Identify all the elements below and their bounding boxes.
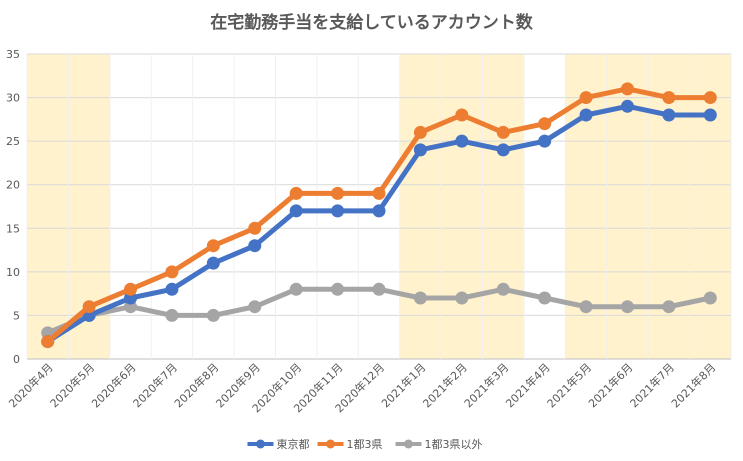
highlight-band-1 [399, 54, 524, 359]
y-tick-label: 5 [13, 309, 20, 322]
data-point [331, 204, 345, 218]
data-point [372, 204, 386, 218]
series-1 [41, 82, 717, 349]
data-point [579, 108, 593, 122]
data-point [662, 300, 676, 314]
data-point [538, 117, 552, 131]
legend-item-2: 1都3県以外 [395, 438, 483, 451]
data-point [165, 308, 179, 322]
data-point [538, 291, 552, 305]
data-point [662, 91, 676, 105]
y-tick-label: 15 [6, 222, 20, 235]
data-point [662, 108, 676, 122]
data-point [703, 291, 717, 305]
data-point [289, 204, 303, 218]
y-tick-label: 25 [6, 135, 20, 148]
chart-title: 在宅勤務手当を支給しているアカウント数 [210, 13, 533, 33]
legend-marker [404, 439, 413, 449]
data-point [372, 282, 386, 296]
y-tick-label: 35 [6, 48, 20, 61]
legend-label: 東京都 [277, 437, 310, 451]
data-point [331, 282, 345, 296]
x-tick-label: 2021年8月 [668, 360, 718, 410]
data-point [124, 282, 138, 296]
data-point [248, 221, 262, 235]
data-point [455, 134, 469, 148]
data-point [331, 186, 345, 200]
data-point [413, 143, 427, 157]
legend-label: 1都3県以外 [425, 438, 483, 451]
data-point [620, 82, 634, 96]
data-point [496, 125, 510, 139]
data-point [206, 256, 220, 270]
data-point [496, 282, 510, 296]
data-point [703, 108, 717, 122]
data-point [620, 99, 634, 113]
data-point [248, 300, 262, 314]
series-0 [41, 99, 717, 349]
data-point [620, 300, 634, 314]
data-point [496, 143, 510, 157]
y-tick-label: 10 [6, 266, 20, 279]
data-point [413, 291, 427, 305]
data-point [82, 300, 96, 314]
data-point [248, 239, 262, 253]
legend-item-0: 東京都 [247, 437, 310, 451]
data-point [289, 282, 303, 296]
data-point [165, 282, 179, 296]
data-point [538, 134, 552, 148]
data-point [455, 291, 469, 305]
data-point [41, 335, 55, 349]
data-point [289, 186, 303, 200]
data-point [413, 125, 427, 139]
data-point [206, 308, 220, 322]
data-point [165, 265, 179, 279]
data-point [206, 239, 220, 253]
y-tick-label: 30 [6, 92, 20, 105]
legend-label: 1都3県 [347, 438, 383, 451]
data-point [579, 300, 593, 314]
data-point [703, 91, 717, 105]
y-tick-label: 0 [13, 353, 20, 366]
data-point [372, 186, 386, 200]
data-point [455, 108, 469, 122]
y-tick-label: 20 [6, 179, 20, 192]
legend-marker [326, 439, 335, 449]
data-point [579, 91, 593, 105]
legend-marker [256, 439, 265, 449]
legend-item-1: 1都3県 [317, 438, 383, 451]
